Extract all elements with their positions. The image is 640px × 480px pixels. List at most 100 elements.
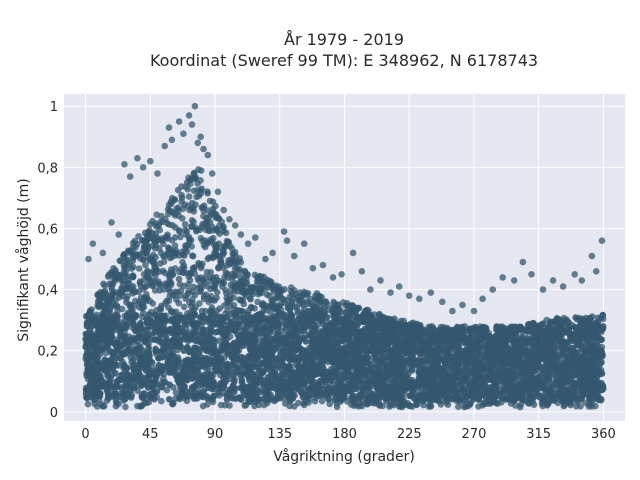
data-point bbox=[149, 217, 156, 225]
data-point bbox=[171, 292, 179, 299]
data-point bbox=[166, 381, 173, 389]
data-point bbox=[318, 397, 326, 405]
data-point bbox=[175, 275, 183, 283]
data-point bbox=[178, 198, 185, 205]
data-point bbox=[187, 269, 195, 277]
data-point bbox=[142, 283, 149, 291]
data-point bbox=[210, 283, 218, 291]
data-point bbox=[153, 223, 160, 230]
data-point bbox=[281, 299, 288, 307]
data-point bbox=[110, 302, 118, 310]
data-point bbox=[109, 289, 117, 297]
data-point bbox=[136, 278, 144, 285]
data-point bbox=[130, 302, 138, 310]
data-point bbox=[188, 217, 196, 224]
data-point bbox=[180, 262, 188, 270]
data-point bbox=[311, 397, 319, 405]
data-point bbox=[188, 205, 195, 212]
data-point bbox=[272, 396, 279, 404]
data-point bbox=[572, 325, 580, 332]
data-point bbox=[228, 275, 236, 283]
data-point bbox=[91, 400, 98, 408]
data-point bbox=[475, 403, 482, 410]
data-point bbox=[220, 249, 228, 257]
data-point bbox=[295, 399, 302, 407]
data-point bbox=[180, 303, 188, 311]
data-point bbox=[516, 403, 524, 411]
data-point bbox=[214, 214, 221, 222]
data-point bbox=[277, 380, 284, 387]
data-point bbox=[406, 402, 414, 410]
data-point bbox=[176, 281, 184, 288]
data-point bbox=[267, 282, 275, 290]
data-point bbox=[212, 202, 219, 210]
data-point bbox=[272, 294, 279, 302]
data-point bbox=[304, 289, 312, 297]
data-point bbox=[101, 282, 109, 290]
data-point bbox=[132, 244, 139, 251]
data-point bbox=[330, 298, 337, 306]
data-point bbox=[165, 246, 173, 253]
chart-title-line-2: Koordinat (Sweref 99 TM): E 348962, N 61… bbox=[150, 51, 538, 70]
data-point bbox=[232, 312, 239, 319]
data-point bbox=[144, 269, 151, 276]
data-point bbox=[220, 242, 228, 250]
data-point bbox=[118, 371, 125, 379]
data-point bbox=[149, 251, 157, 259]
data-point bbox=[158, 397, 165, 405]
data-point bbox=[217, 259, 225, 267]
data-point bbox=[400, 395, 407, 403]
data-point bbox=[524, 399, 532, 407]
data-point bbox=[343, 398, 351, 405]
data-point bbox=[530, 401, 538, 409]
data-point bbox=[219, 223, 227, 230]
data-point bbox=[122, 403, 129, 411]
data-point bbox=[223, 290, 230, 297]
data-point bbox=[137, 294, 145, 301]
data-point bbox=[88, 306, 95, 313]
data-point bbox=[211, 278, 218, 286]
data-point bbox=[120, 286, 127, 294]
data-point bbox=[203, 215, 210, 222]
data-point bbox=[326, 400, 334, 408]
data-point bbox=[589, 313, 596, 320]
data-point bbox=[179, 215, 186, 222]
data-point bbox=[469, 353, 477, 361]
data-point bbox=[119, 292, 127, 300]
data-point bbox=[285, 304, 293, 312]
data-point bbox=[231, 284, 239, 292]
data-point bbox=[186, 277, 194, 284]
data-point bbox=[142, 261, 149, 269]
data-point bbox=[280, 355, 287, 362]
data-point bbox=[141, 238, 149, 245]
data-point bbox=[189, 252, 197, 260]
data-point bbox=[135, 265, 143, 272]
data-point bbox=[416, 366, 423, 373]
data-point bbox=[222, 269, 230, 276]
data-point bbox=[135, 251, 143, 258]
data-point bbox=[197, 274, 204, 281]
data-point bbox=[376, 401, 383, 409]
data-point bbox=[135, 233, 142, 240]
data-point bbox=[316, 330, 324, 338]
data-point bbox=[203, 222, 210, 229]
data-point bbox=[181, 221, 189, 228]
data-point bbox=[118, 305, 126, 313]
data-point bbox=[251, 305, 258, 312]
data-point bbox=[144, 232, 151, 239]
data-point bbox=[237, 296, 245, 304]
data-point bbox=[152, 269, 159, 277]
data-point bbox=[345, 305, 352, 313]
data-point bbox=[321, 303, 329, 311]
data-point bbox=[391, 315, 398, 323]
data-point bbox=[376, 310, 383, 318]
data-point bbox=[94, 338, 102, 345]
data-point bbox=[169, 222, 176, 229]
data-point bbox=[553, 375, 561, 383]
data-point bbox=[299, 292, 306, 300]
data-points bbox=[82, 102, 607, 411]
data-point bbox=[159, 267, 167, 275]
data-point bbox=[120, 252, 127, 260]
data-point bbox=[233, 307, 241, 314]
data-point bbox=[166, 207, 174, 215]
